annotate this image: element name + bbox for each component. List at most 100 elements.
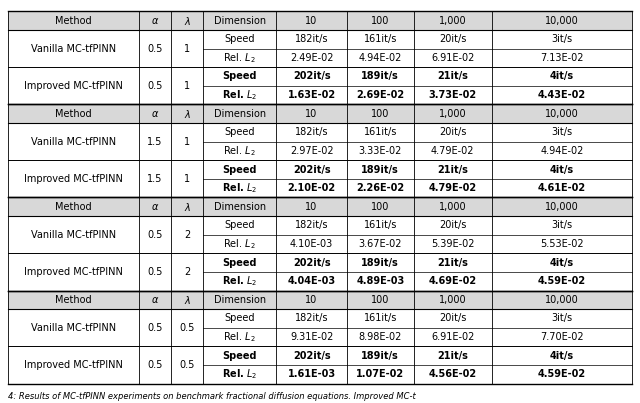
- Text: Vanilla MC-tfPINN: Vanilla MC-tfPINN: [31, 137, 116, 147]
- Bar: [8, 104, 632, 123]
- Text: 1: 1: [184, 81, 190, 91]
- Text: 189it/s: 189it/s: [362, 258, 399, 268]
- Text: 4.10E-03: 4.10E-03: [290, 239, 333, 249]
- Text: 1.5: 1.5: [147, 137, 163, 147]
- Text: 100: 100: [371, 295, 390, 305]
- Text: 10: 10: [305, 202, 317, 212]
- Text: Rel. $L_2$: Rel. $L_2$: [223, 237, 256, 251]
- Text: 3.33E-02: 3.33E-02: [358, 146, 402, 156]
- Text: 4.59E-02: 4.59E-02: [538, 369, 586, 379]
- Text: 2.97E-02: 2.97E-02: [290, 146, 333, 156]
- Text: 161it/s: 161it/s: [364, 314, 397, 324]
- Text: 2.49E-02: 2.49E-02: [290, 53, 333, 63]
- Text: Rel. $L_2$: Rel. $L_2$: [223, 330, 256, 344]
- Text: 5.53E-02: 5.53E-02: [540, 239, 584, 249]
- Text: 0.5: 0.5: [147, 44, 163, 54]
- Text: 182it/s: 182it/s: [295, 34, 328, 44]
- Text: 3it/s: 3it/s: [552, 220, 573, 231]
- Text: Vanilla MC-tfPINN: Vanilla MC-tfPINN: [31, 230, 116, 240]
- Text: Rel. $L_2$: Rel. $L_2$: [222, 88, 257, 102]
- Text: 4.94E-02: 4.94E-02: [540, 146, 584, 156]
- Text: 202it/s: 202it/s: [292, 351, 330, 361]
- Text: 4.56E-02: 4.56E-02: [429, 369, 477, 379]
- Text: Dimension: Dimension: [214, 295, 266, 305]
- Text: 1,000: 1,000: [439, 202, 467, 212]
- Text: Speed: Speed: [223, 351, 257, 361]
- Text: 0.5: 0.5: [147, 81, 163, 91]
- Text: 6.91E-02: 6.91E-02: [431, 332, 474, 342]
- Text: 2.26E-02: 2.26E-02: [356, 183, 404, 193]
- Text: 100: 100: [371, 202, 390, 212]
- Text: 21it/s: 21it/s: [437, 351, 468, 361]
- Text: 4.61E-02: 4.61E-02: [538, 183, 586, 193]
- Text: Rel. $L_2$: Rel. $L_2$: [223, 144, 256, 158]
- Text: Rel. $L_2$: Rel. $L_2$: [222, 274, 257, 288]
- Text: 10,000: 10,000: [545, 16, 579, 26]
- Text: 20it/s: 20it/s: [439, 220, 467, 231]
- Text: 10,000: 10,000: [545, 109, 579, 119]
- Text: Rel. $L_2$: Rel. $L_2$: [223, 51, 256, 65]
- Text: 10: 10: [305, 295, 317, 305]
- Text: Speed: Speed: [223, 258, 257, 268]
- Text: 20it/s: 20it/s: [439, 34, 467, 44]
- Text: Method: Method: [55, 109, 92, 119]
- Text: Speed: Speed: [225, 220, 255, 231]
- Text: 4it/s: 4it/s: [550, 164, 574, 174]
- Text: 2: 2: [184, 230, 190, 240]
- Text: 189it/s: 189it/s: [362, 71, 399, 81]
- Text: 1.61E-03: 1.61E-03: [287, 369, 335, 379]
- Text: 202it/s: 202it/s: [292, 164, 330, 174]
- Text: 10: 10: [305, 16, 317, 26]
- Text: 21it/s: 21it/s: [437, 71, 468, 81]
- Text: 4.79E-02: 4.79E-02: [431, 146, 474, 156]
- Text: Speed: Speed: [225, 314, 255, 324]
- Text: 4.04E-03: 4.04E-03: [287, 276, 335, 286]
- Text: 0.5: 0.5: [147, 323, 163, 333]
- Text: Speed: Speed: [223, 71, 257, 81]
- Text: Improved MC-tfPINN: Improved MC-tfPINN: [24, 267, 123, 277]
- Text: 3.73E-02: 3.73E-02: [429, 90, 477, 100]
- Text: 9.31E-02: 9.31E-02: [290, 332, 333, 342]
- Text: 0.5: 0.5: [147, 267, 163, 277]
- Text: 1: 1: [184, 137, 190, 147]
- Text: 1,000: 1,000: [439, 295, 467, 305]
- Text: 4.69E-02: 4.69E-02: [429, 276, 477, 286]
- Text: 10,000: 10,000: [545, 295, 579, 305]
- Text: 1.63E-02: 1.63E-02: [287, 90, 335, 100]
- Text: Vanilla MC-tfPINN: Vanilla MC-tfPINN: [31, 323, 116, 333]
- Text: 182it/s: 182it/s: [295, 127, 328, 137]
- Text: $\lambda$: $\lambda$: [184, 108, 191, 120]
- Text: 202it/s: 202it/s: [292, 258, 330, 268]
- Text: 202it/s: 202it/s: [292, 71, 330, 81]
- Text: 1: 1: [184, 44, 190, 54]
- Text: Improved MC-tfPINN: Improved MC-tfPINN: [24, 174, 123, 184]
- Text: 100: 100: [371, 16, 390, 26]
- Text: $\alpha$: $\alpha$: [151, 295, 159, 305]
- Text: 10: 10: [305, 109, 317, 119]
- Text: Rel. $L_2$: Rel. $L_2$: [222, 368, 257, 381]
- Text: 3.67E-02: 3.67E-02: [358, 239, 402, 249]
- Text: Rel. $L_2$: Rel. $L_2$: [222, 181, 257, 195]
- Text: 2.69E-02: 2.69E-02: [356, 90, 404, 100]
- Text: 1,000: 1,000: [439, 109, 467, 119]
- Text: 189it/s: 189it/s: [362, 351, 399, 361]
- Text: Dimension: Dimension: [214, 109, 266, 119]
- Text: 1.07E-02: 1.07E-02: [356, 369, 404, 379]
- Text: Dimension: Dimension: [214, 202, 266, 212]
- Text: 4it/s: 4it/s: [550, 71, 574, 81]
- Text: $\lambda$: $\lambda$: [184, 201, 191, 213]
- Text: 8.98E-02: 8.98E-02: [358, 332, 402, 342]
- Text: 6.91E-02: 6.91E-02: [431, 53, 474, 63]
- Text: 0.5: 0.5: [147, 230, 163, 240]
- Text: 4.59E-02: 4.59E-02: [538, 276, 586, 286]
- Text: $\alpha$: $\alpha$: [151, 109, 159, 119]
- Text: 3it/s: 3it/s: [552, 127, 573, 137]
- Text: Method: Method: [55, 295, 92, 305]
- Text: 1.5: 1.5: [147, 174, 163, 184]
- Text: 182it/s: 182it/s: [295, 314, 328, 324]
- Text: 4.79E-02: 4.79E-02: [429, 183, 477, 193]
- Text: Method: Method: [55, 16, 92, 26]
- Text: 0.5: 0.5: [180, 323, 195, 333]
- Text: Method: Method: [55, 202, 92, 212]
- Text: 10,000: 10,000: [545, 202, 579, 212]
